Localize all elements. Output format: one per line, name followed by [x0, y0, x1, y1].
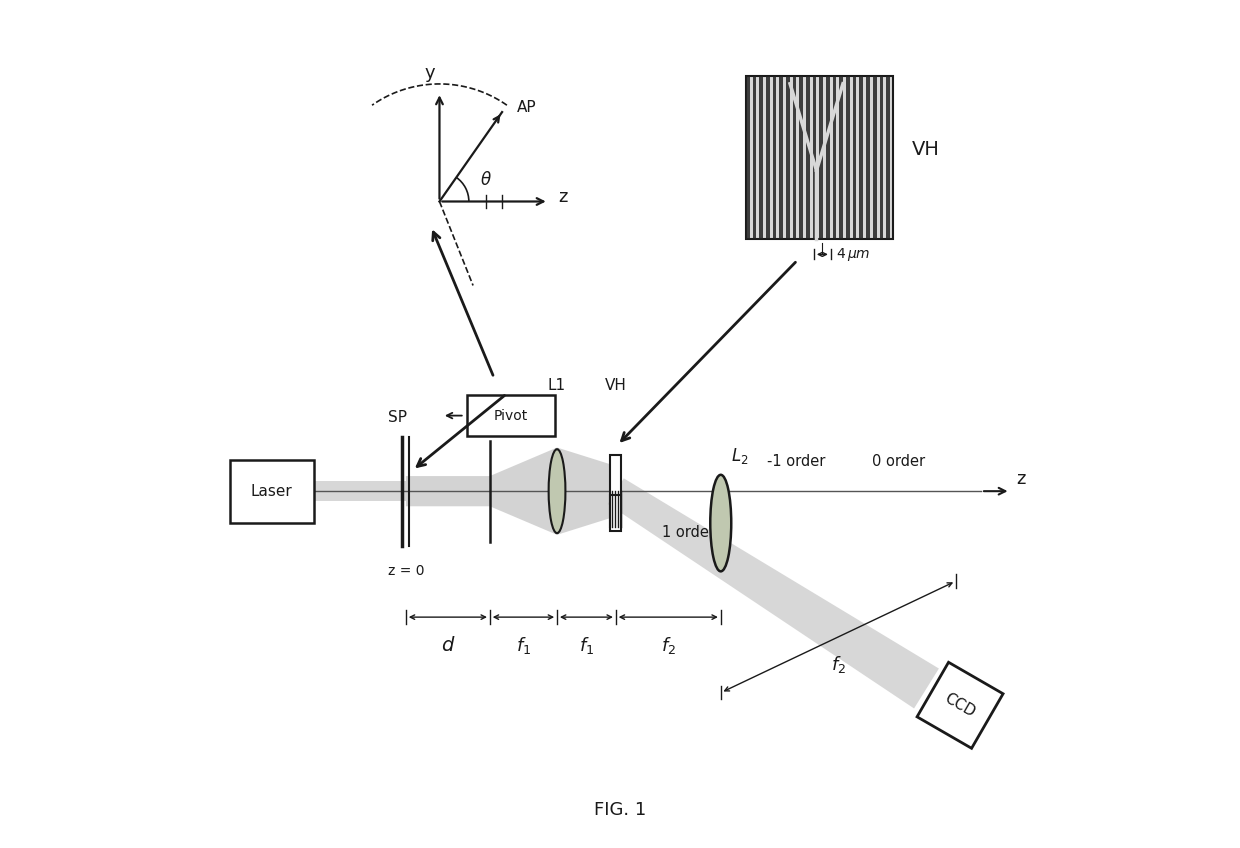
Bar: [820, 75, 823, 239]
Text: $4\,\mu m$: $4\,\mu m$: [836, 246, 870, 263]
Bar: [773, 75, 776, 239]
Bar: [610, 455, 621, 527]
Text: y: y: [424, 64, 435, 82]
Bar: [759, 75, 763, 239]
Text: FIG. 1: FIG. 1: [594, 801, 646, 819]
Bar: [753, 75, 756, 239]
Bar: [746, 75, 750, 239]
Text: CCD: CCD: [942, 690, 978, 720]
Bar: [873, 75, 877, 239]
Text: $d$: $d$: [440, 636, 455, 655]
Bar: [879, 75, 883, 239]
Text: Pivot: Pivot: [494, 409, 528, 422]
Text: 1 order: 1 order: [662, 526, 715, 540]
Text: SP: SP: [388, 410, 407, 426]
Bar: [786, 75, 790, 239]
Text: L1: L1: [548, 378, 567, 393]
Text: $L_2$: $L_2$: [730, 446, 749, 466]
Text: $f_1$: $f_1$: [516, 634, 531, 656]
Polygon shape: [608, 478, 939, 708]
Text: z: z: [1017, 471, 1025, 488]
Text: 0 order: 0 order: [872, 454, 925, 469]
Text: Laser: Laser: [250, 483, 293, 499]
Text: AP: AP: [517, 100, 537, 115]
Polygon shape: [918, 662, 1003, 748]
Bar: [859, 75, 863, 239]
Bar: [839, 75, 843, 239]
FancyBboxPatch shape: [229, 460, 314, 522]
FancyBboxPatch shape: [466, 395, 556, 436]
Bar: [806, 75, 810, 239]
Text: $f_1$: $f_1$: [579, 634, 594, 656]
Text: AP: AP: [480, 410, 500, 426]
Bar: [812, 75, 816, 239]
Text: -1 order: -1 order: [768, 454, 826, 469]
Polygon shape: [315, 481, 405, 501]
Bar: [610, 495, 621, 531]
Text: z = 0: z = 0: [388, 564, 424, 578]
Text: VH: VH: [605, 378, 626, 393]
Bar: [780, 75, 782, 239]
Ellipse shape: [548, 449, 565, 533]
Text: VH: VH: [911, 140, 939, 159]
Polygon shape: [405, 448, 616, 535]
Bar: [766, 75, 770, 239]
Bar: [887, 75, 890, 239]
Bar: [746, 75, 893, 239]
Bar: [800, 75, 804, 239]
Text: $f_2$: $f_2$: [831, 655, 846, 676]
Bar: [833, 75, 837, 239]
Text: z: z: [559, 188, 568, 206]
Bar: [853, 75, 857, 239]
Text: $f_2$: $f_2$: [661, 634, 676, 656]
Ellipse shape: [711, 475, 732, 572]
Text: $\theta$: $\theta$: [480, 170, 491, 189]
Bar: [826, 75, 830, 239]
Bar: [867, 75, 869, 239]
Bar: [846, 75, 849, 239]
Bar: [792, 75, 796, 239]
